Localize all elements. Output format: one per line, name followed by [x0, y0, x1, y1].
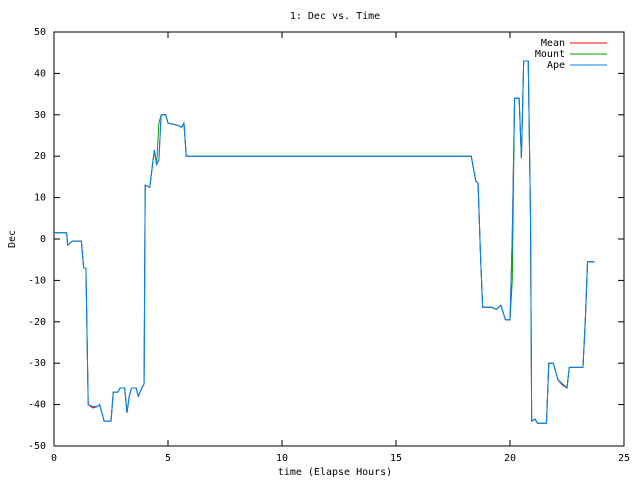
legend-label: Ape	[547, 60, 565, 71]
y-tick-label: -10	[28, 275, 46, 286]
x-tick-label: 0	[51, 453, 57, 464]
y-tick-label: 0	[40, 234, 46, 245]
y-tick-label: 10	[34, 193, 46, 204]
y-tick-label: 40	[34, 68, 46, 79]
y-tick-label: -50	[28, 441, 46, 452]
y-tick-label: -30	[28, 358, 46, 369]
y-axis-label: Dec	[7, 230, 18, 248]
x-tick-label: 25	[618, 453, 630, 464]
x-tick-label: 5	[165, 453, 171, 464]
legend-label: Mean	[541, 38, 565, 49]
legend-label: Mount	[535, 49, 565, 60]
series-line	[54, 60, 595, 424]
x-tick-label: 20	[504, 453, 516, 464]
y-tick-label: 50	[34, 27, 46, 38]
y-tick-label: 30	[34, 110, 46, 121]
chart-title: 1: Dec vs. Time	[290, 11, 380, 22]
x-tick-label: 10	[276, 453, 288, 464]
x-axis-label: time (Elapse Hours)	[278, 467, 392, 478]
y-tick-label: 20	[34, 151, 46, 162]
x-tick-label: 15	[390, 453, 402, 464]
y-tick-label: -40	[28, 400, 46, 411]
y-tick-label: -20	[28, 317, 46, 328]
